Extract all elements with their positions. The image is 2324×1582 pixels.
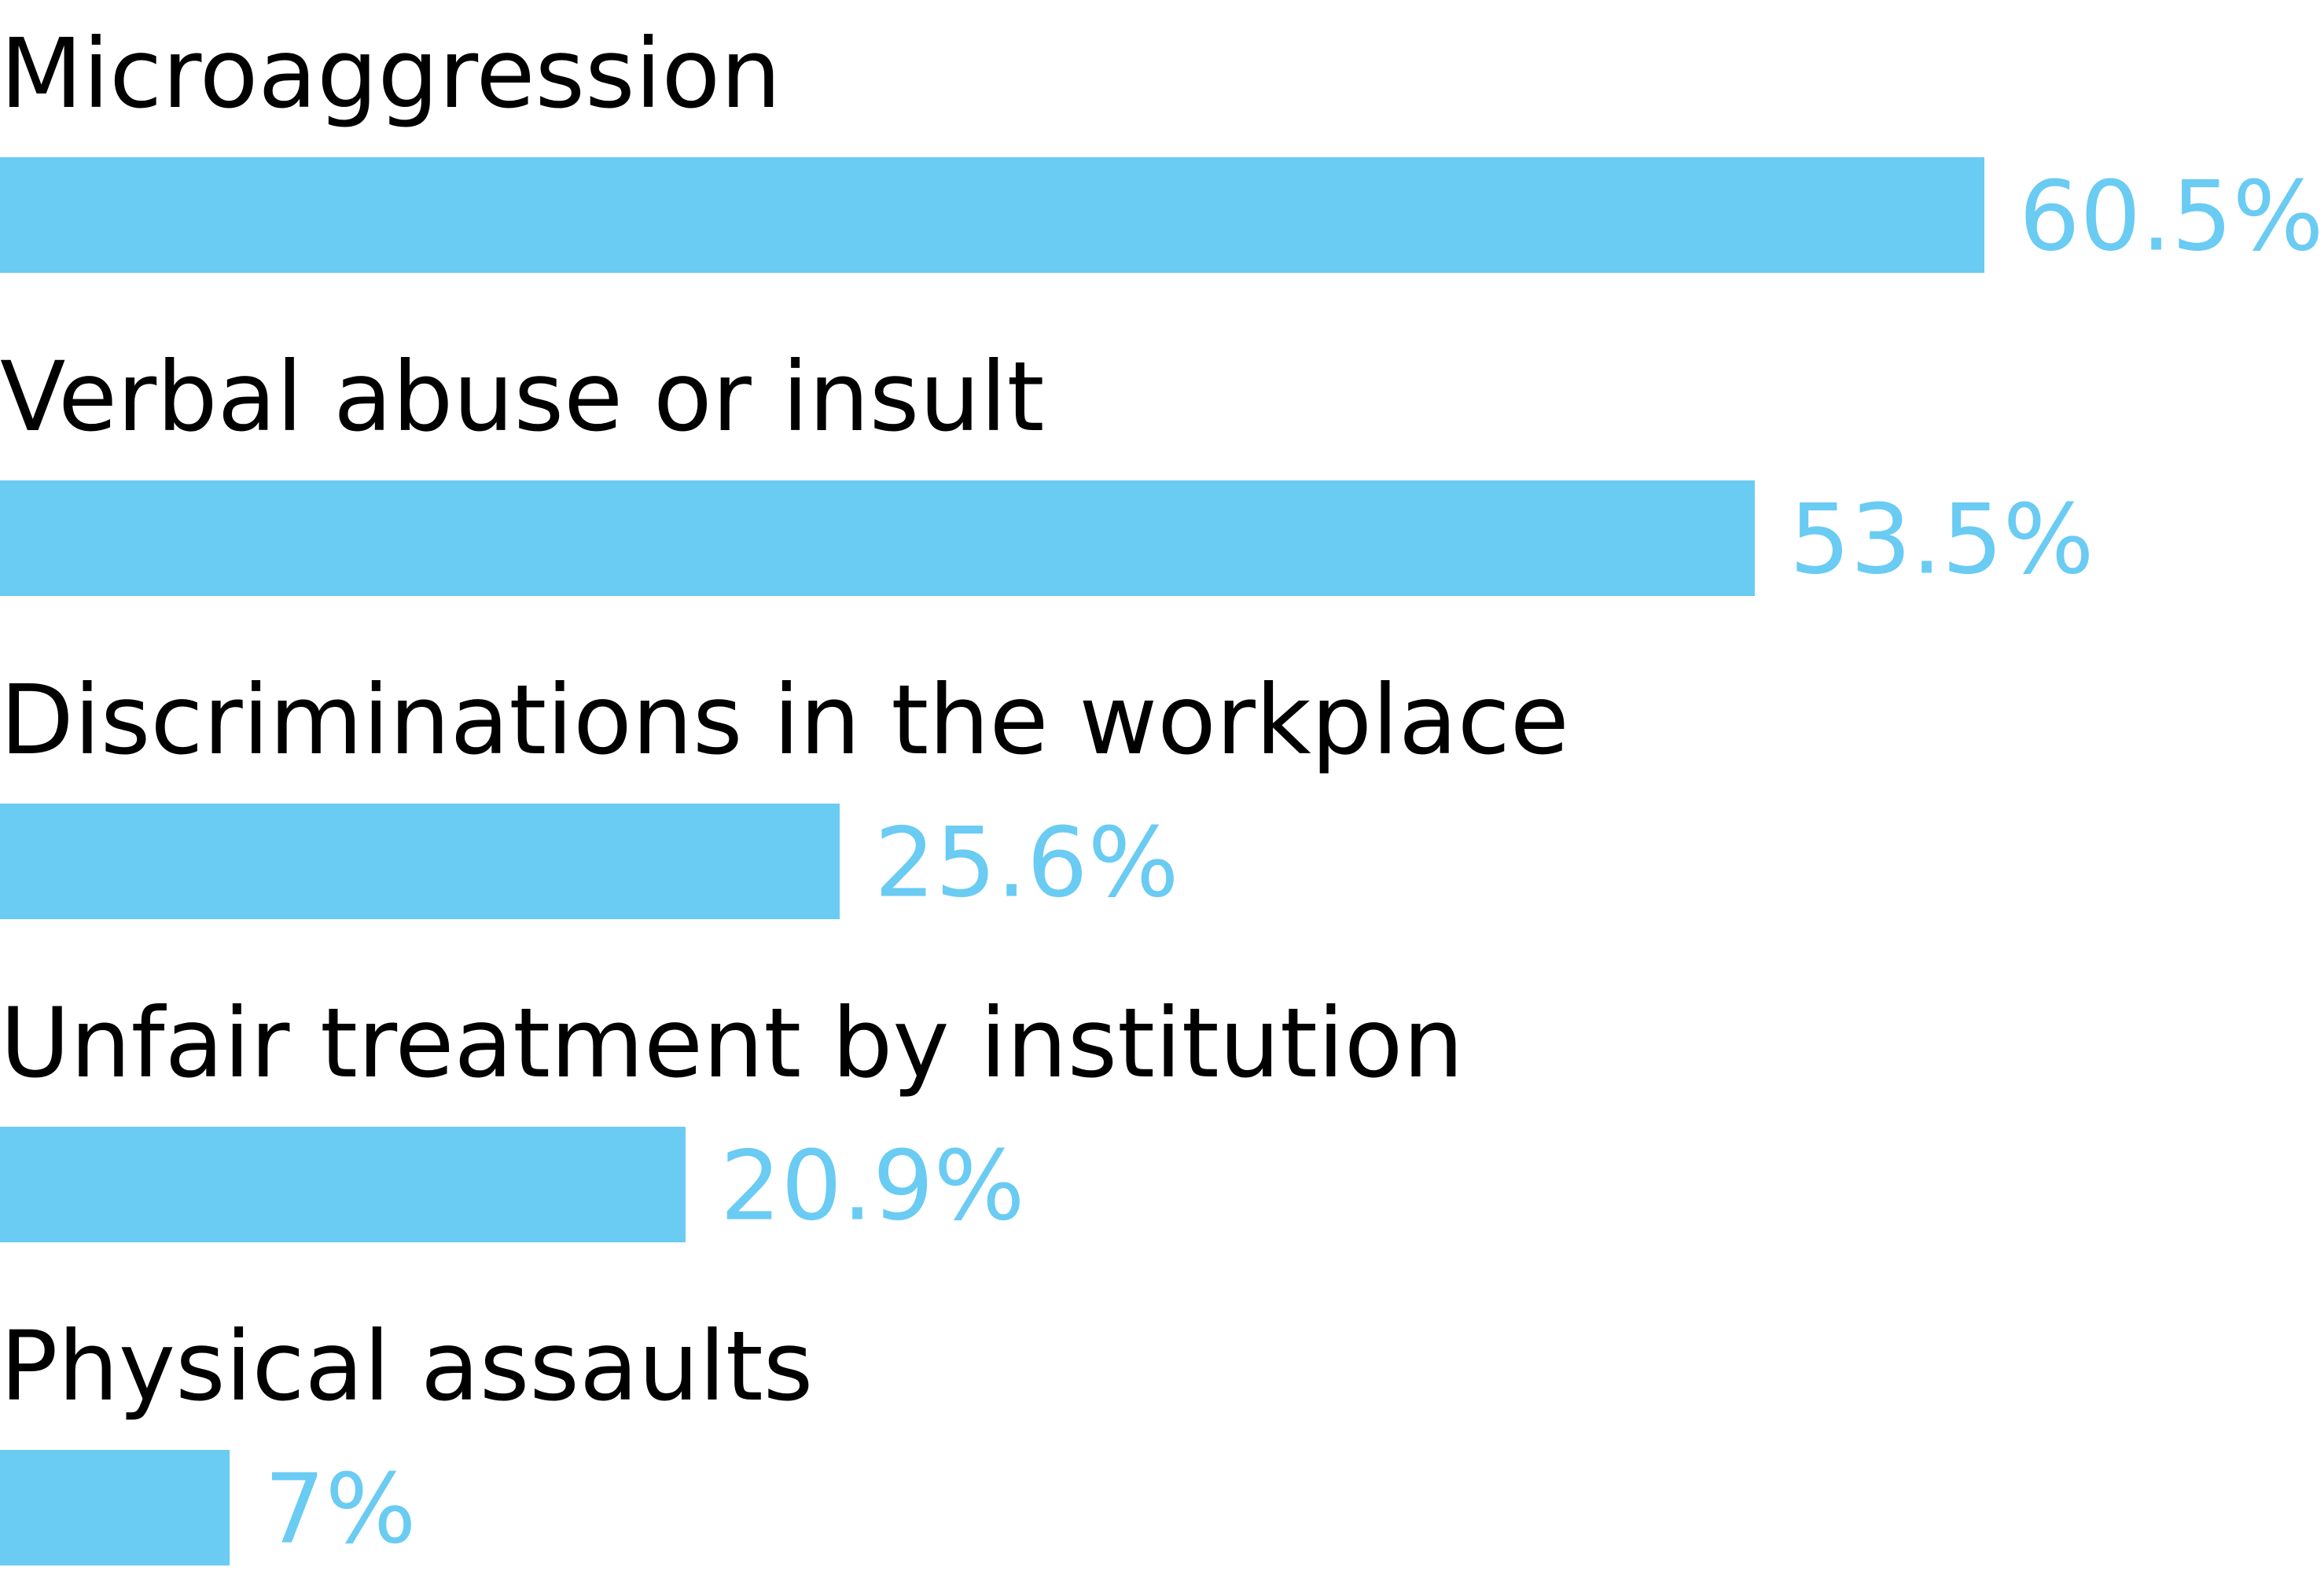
bar <box>0 1127 686 1242</box>
category-label: Physical assaults <box>0 1311 813 1422</box>
category-label: Verbal abuse or insult <box>0 341 1044 453</box>
value-label: 20.9% <box>720 1131 1025 1242</box>
bar <box>0 1450 230 1565</box>
category-label: Microaggression <box>0 18 781 130</box>
value-label: 25.6% <box>874 808 1179 919</box>
value-label: 7% <box>264 1454 417 1565</box>
bar <box>0 157 1984 273</box>
bar <box>0 480 1755 596</box>
category-label: Discriminations in the workplace <box>0 664 1569 776</box>
value-label: 53.5% <box>1789 484 2094 596</box>
bar <box>0 804 840 919</box>
category-label: Unfair treatment by institution <box>0 988 1464 1099</box>
value-label: 60.5% <box>2019 161 2324 273</box>
